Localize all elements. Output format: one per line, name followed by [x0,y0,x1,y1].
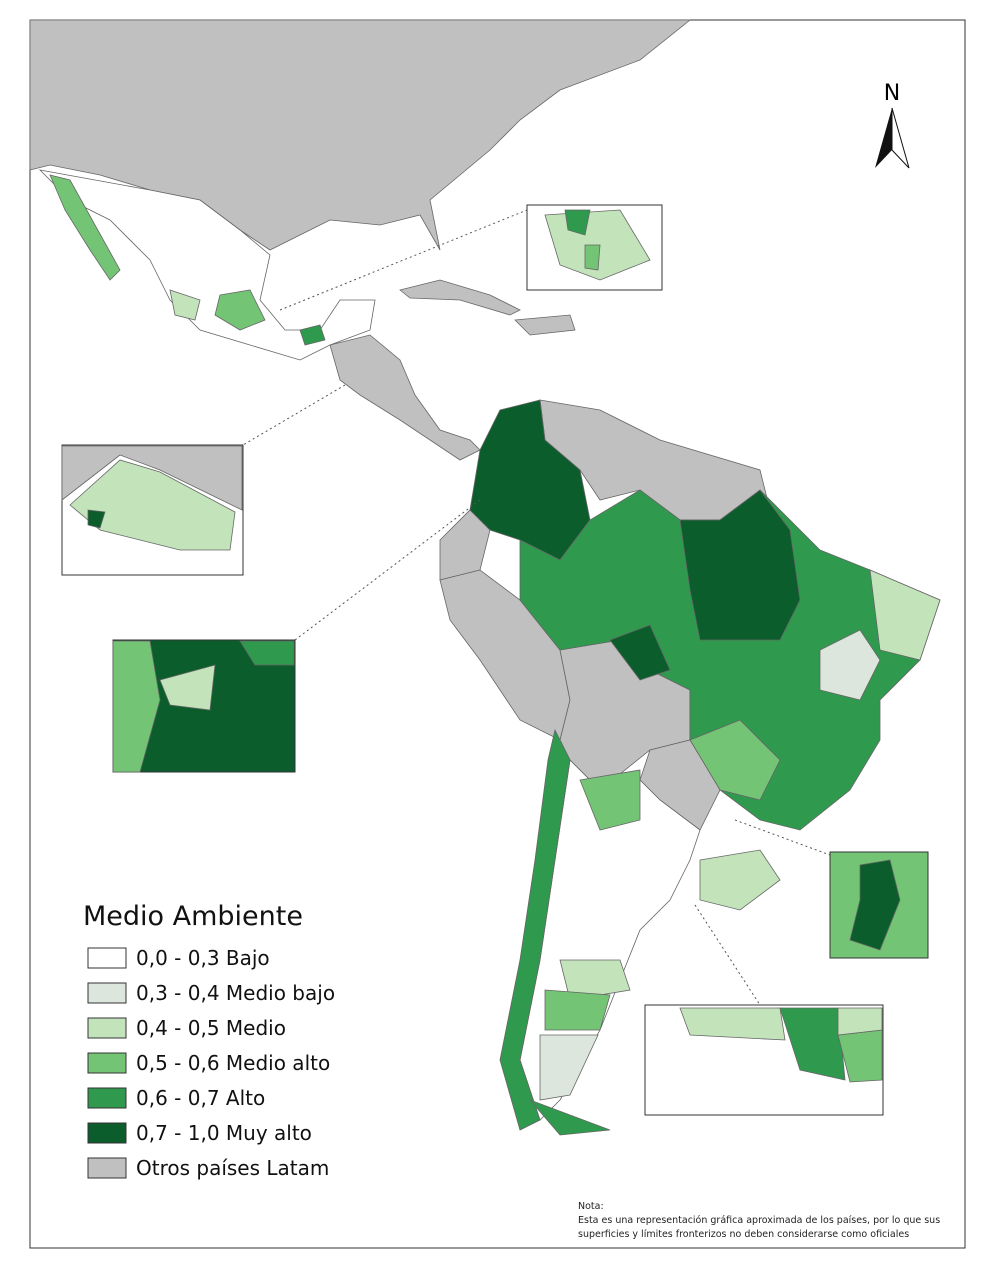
legend-swatch [87,1052,127,1074]
region [38,169,376,361]
legend-swatch [87,1157,127,1179]
region [399,279,521,316]
region [584,244,601,271]
region [579,769,641,831]
legend-swatch [87,947,127,969]
region [699,849,781,911]
legend-label: 0,3 - 0,4 Medio bajo [136,981,335,1005]
region [499,728,571,1131]
region [69,459,236,551]
legend-label: Otros países Latam [136,1156,329,1180]
region [609,624,671,681]
legend-label: 0,6 - 0,7 Alto [136,1086,265,1110]
region [544,989,611,1031]
region [169,289,201,321]
region [779,1007,846,1081]
region [299,324,326,346]
legend: 0,0 - 0,3 Bajo 0,3 - 0,4 Medio bajo 0,4 - … [87,946,335,1180]
map-regions [29,19,941,1136]
region [837,1007,883,1036]
region [239,640,295,666]
region [112,640,161,773]
legend-swatch [87,982,127,1004]
region [514,314,576,336]
region [819,629,881,701]
region [214,289,266,331]
legend-label: 0,4 - 0,5 Medio [136,1016,286,1040]
legend-label: 0,5 - 0,6 Medio alto [136,1051,330,1075]
note-line: Esta es una representación gráfica aprox… [578,1215,940,1226]
region [679,489,801,641]
note-heading: Nota: [578,1201,604,1212]
region [849,859,901,951]
legend-swatch [87,1017,127,1039]
region [159,664,216,711]
region [539,1034,599,1101]
region [529,1099,611,1136]
region [49,174,121,281]
insets [61,204,929,1116]
legend-label: 0,0 - 0,3 Bajo [136,946,270,970]
legend-swatch [87,1087,127,1109]
note-line: superficies y límites fronterizos no deb… [578,1229,909,1240]
legend-label: 0,7 - 1,0 Muy alto [136,1121,312,1145]
legend-swatch [87,1122,127,1144]
region [29,19,692,251]
legend-title: Medio Ambiente [83,901,303,932]
region [679,1007,786,1041]
region [559,959,631,1001]
compass: N [875,81,910,169]
region [869,569,941,661]
region [564,209,591,236]
region [87,509,106,529]
region [61,445,243,511]
north-label: N [884,81,900,106]
